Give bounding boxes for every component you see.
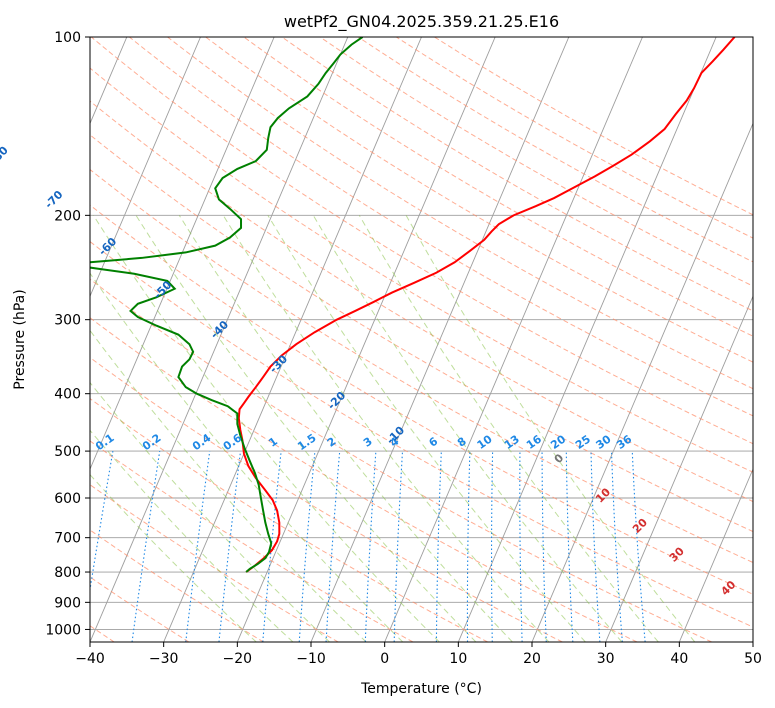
isotherm-line xyxy=(90,37,349,642)
isotherm-line xyxy=(163,37,422,642)
dry-adiabat-line xyxy=(90,67,753,473)
moist-adiabat-line xyxy=(90,329,367,642)
dry-adiabat-line xyxy=(90,37,753,445)
mixing-ratio-line xyxy=(185,451,211,642)
dry-adiabat-line xyxy=(243,37,753,337)
moist-adiabat-line xyxy=(222,215,550,642)
moist-adiabat-line xyxy=(405,215,696,642)
mixing-ratio-line xyxy=(90,451,114,594)
dry-adiabat-line xyxy=(281,37,753,312)
y-tick-label: 300 xyxy=(54,313,81,329)
y-tick-label: 100 xyxy=(54,30,81,46)
moist-adiabat-line xyxy=(92,215,440,642)
x-tick-label: −40 xyxy=(75,651,105,667)
x-tick-label: 0 xyxy=(380,651,389,667)
dry-adiabat-line xyxy=(90,440,414,642)
x-axis-label: Temperature (°C) xyxy=(360,681,482,697)
moist-adiabat-line xyxy=(312,215,623,642)
x-axis: −40 −30 −20 −10 0 10 20 30 40 50 xyxy=(75,642,762,667)
x-tick-label: −20 xyxy=(223,651,253,667)
mixing-ratio-line xyxy=(131,451,161,642)
dry-adiabat-line xyxy=(167,37,753,390)
dry-adiabat-line xyxy=(90,529,264,642)
moist-adiabat-line xyxy=(90,381,330,642)
moist-adiabat-line xyxy=(135,215,477,642)
isotherm-line xyxy=(531,122,753,642)
moist-adiabat-line xyxy=(358,215,659,642)
background-lines xyxy=(90,37,753,642)
y-tick-label: 800 xyxy=(54,565,81,581)
moist-adiabat-line xyxy=(90,473,257,642)
y-tick-label: 700 xyxy=(54,531,81,547)
dry-adiabat-line xyxy=(90,204,753,595)
y-tick-label: 600 xyxy=(54,491,81,507)
dry-adiabat-line xyxy=(357,37,753,263)
isotherm-line xyxy=(236,37,496,642)
x-tick-label: 40 xyxy=(670,651,688,667)
mixing-ratio-line xyxy=(218,451,242,642)
dry-adiabat-label: -80 xyxy=(0,144,11,167)
dry-adiabat-line xyxy=(90,168,753,564)
isotherm-line xyxy=(457,37,717,642)
moist-adiabat-line xyxy=(267,215,586,642)
x-tick-label: 50 xyxy=(744,651,762,667)
dry-adiabat-line xyxy=(129,37,753,417)
dry-adiabat-line xyxy=(205,37,753,363)
dry-adiabat-line xyxy=(90,484,339,642)
y-tick-label: 900 xyxy=(54,595,81,611)
profile-line xyxy=(237,37,736,573)
y-tick-label: 1000 xyxy=(45,622,81,638)
dry-adiabat-line xyxy=(90,317,638,642)
y-axis-label: Pressure (hPa) xyxy=(12,289,28,389)
y-tick-label: 500 xyxy=(54,444,81,460)
x-tick-label: 30 xyxy=(597,651,615,667)
dry-adiabat-line xyxy=(90,278,712,642)
isotherm-line xyxy=(90,37,201,298)
y-tick-label: 400 xyxy=(54,387,81,403)
moist-adiabat-line xyxy=(178,215,513,642)
moist-adiabat-line xyxy=(90,429,294,642)
profile-line xyxy=(90,37,364,573)
dry-adiabat-line xyxy=(90,100,753,503)
isotherm-line xyxy=(90,37,275,471)
dry-adiabat-line xyxy=(90,240,753,628)
y-tick-label: 200 xyxy=(54,208,81,224)
y-axis: 100 200 300 400 500 600 700 800 900 1000 xyxy=(45,30,90,638)
mixing-ratio-lines xyxy=(90,451,646,642)
adiabat-lines xyxy=(90,37,753,642)
isotherm-line xyxy=(384,37,643,642)
isotherm-line xyxy=(605,295,753,642)
x-tick-label: −30 xyxy=(149,651,179,667)
x-tick-label: 10 xyxy=(449,651,467,667)
profile-lines xyxy=(90,37,736,573)
dry-adiabat-line xyxy=(396,37,753,239)
x-tick-label: 20 xyxy=(523,651,541,667)
dry-adiabat-line xyxy=(90,134,753,533)
chart-title: wetPf2_GN04.2025.359.21.25.E16 xyxy=(284,12,559,32)
isotherm-line xyxy=(678,467,753,642)
plot-frame xyxy=(89,36,754,643)
x-tick-label: −10 xyxy=(296,651,326,667)
